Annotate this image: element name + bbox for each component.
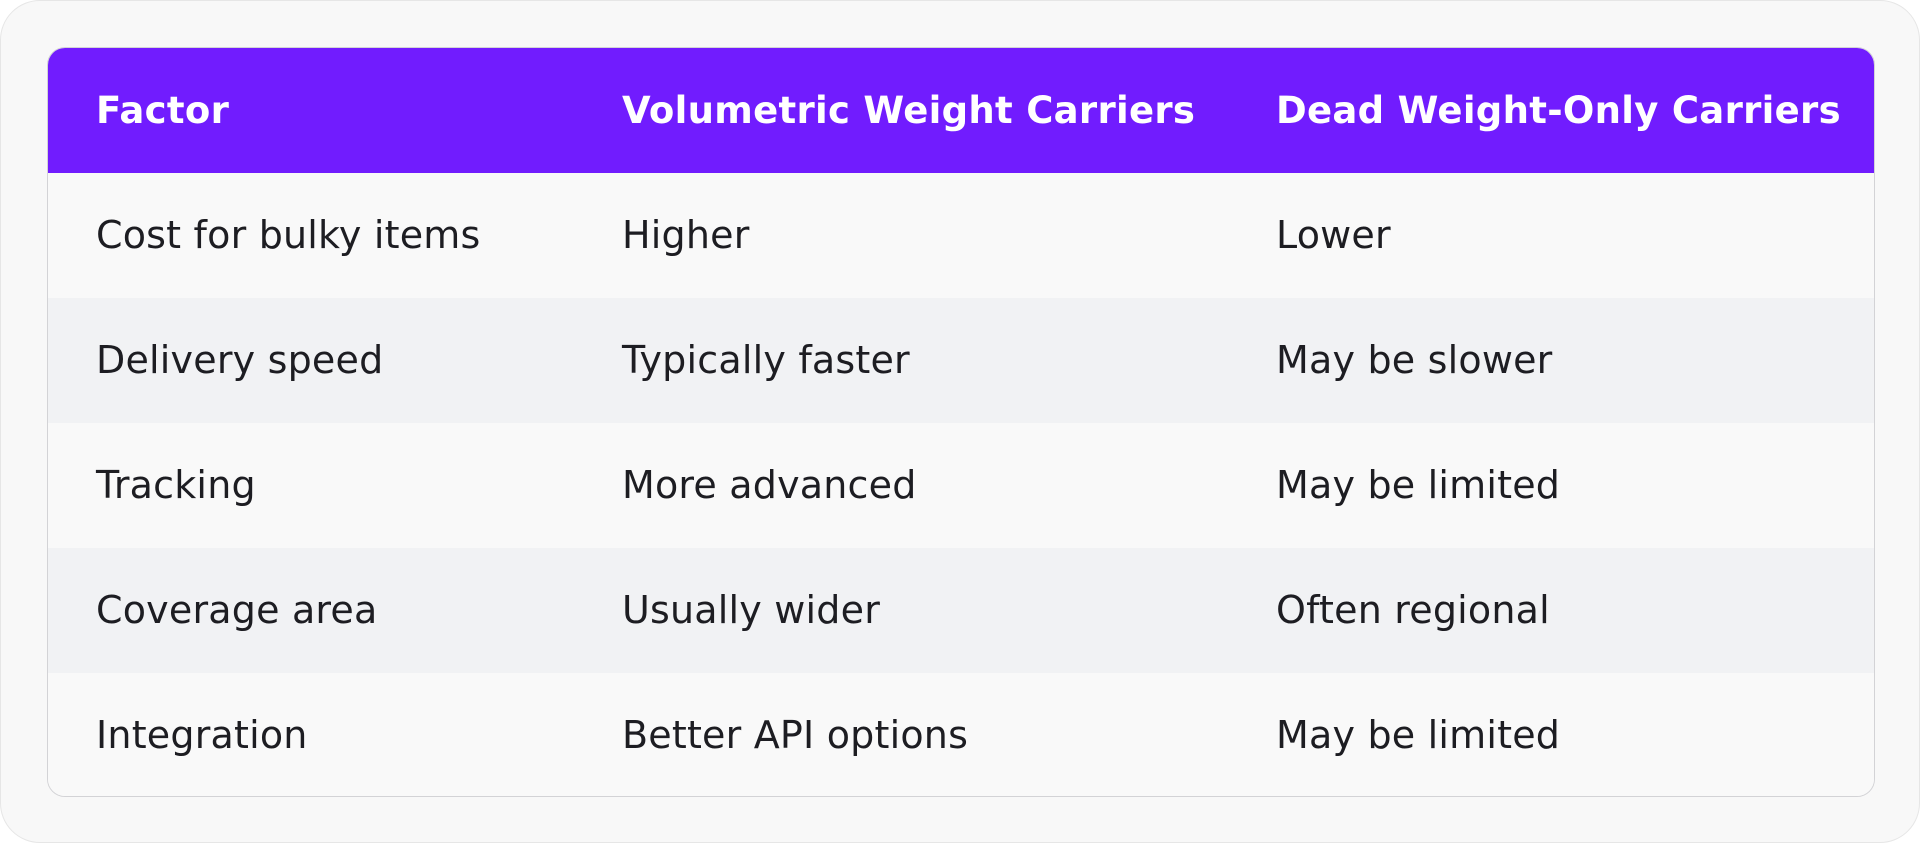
factor-cell: Integration [96, 713, 308, 757]
volumetric-cell: More advanced [622, 463, 917, 507]
comparison-table: Factor Volumetric Weight Carriers Dead W… [47, 47, 1875, 797]
factor-cell: Tracking [96, 463, 256, 507]
volumetric-cell: Typically faster [622, 338, 910, 382]
table-row: Cost for bulky items Higher Lower [48, 173, 1874, 298]
header-factor: Factor [96, 89, 230, 132]
volumetric-cell: Better API options [622, 713, 969, 757]
table-row: Coverage area Usually wider Often region… [48, 548, 1874, 673]
table-row: Delivery speed Typically faster May be s… [48, 298, 1874, 423]
dead-weight-cell: May be limited [1276, 463, 1561, 507]
factor-cell: Coverage area [96, 588, 378, 632]
volumetric-cell: Usually wider [622, 588, 881, 632]
dead-weight-cell: May be limited [1276, 713, 1561, 757]
volumetric-cell: Higher [622, 213, 750, 257]
table-row: Integration Better API options May be li… [48, 673, 1874, 796]
dead-weight-cell: Often regional [1276, 588, 1550, 632]
table-header-row: Factor Volumetric Weight Carriers Dead W… [48, 48, 1874, 173]
dead-weight-cell: Lower [1276, 213, 1391, 257]
header-dead-weight-only-carriers: Dead Weight-Only Carriers [1276, 89, 1841, 132]
table-row: Tracking More advanced May be limited [48, 423, 1874, 548]
dead-weight-cell: May be slower [1276, 338, 1553, 382]
factor-cell: Delivery speed [96, 338, 384, 382]
header-volumetric-weight-carriers: Volumetric Weight Carriers [622, 89, 1196, 132]
factor-cell: Cost for bulky items [96, 213, 481, 257]
